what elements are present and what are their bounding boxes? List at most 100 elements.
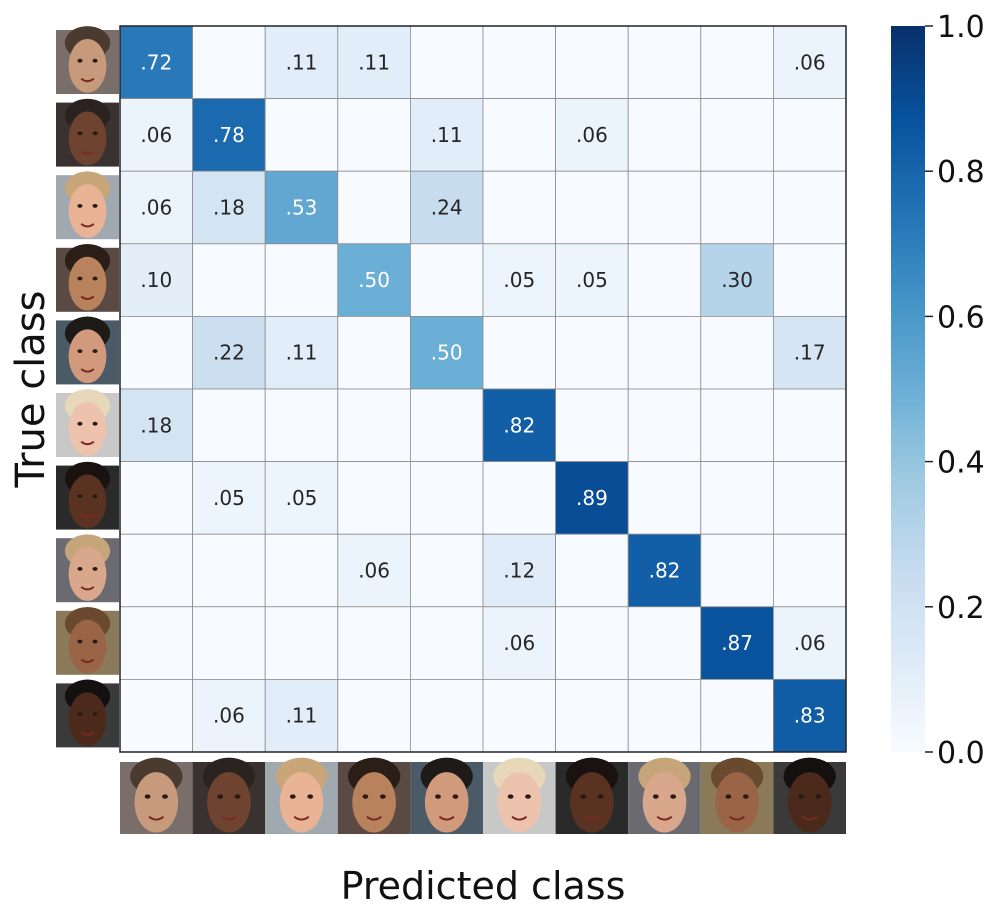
- heatmap-cell-r1-c5: [409, 25, 484, 99]
- cell-value-label: .06: [576, 123, 608, 147]
- cell-value-label: .72: [140, 50, 172, 74]
- cell-value-label: .82: [503, 413, 535, 437]
- heatmap-cell-r5-c4: [337, 315, 411, 390]
- colorbar-ticks: 0.0 0.2 0.4 0.6 0.8 1.0: [925, 10, 985, 771]
- heatmap-cell-r7-c9: [700, 461, 774, 535]
- heatmap-cell-r3-c9: [700, 170, 774, 245]
- heatmap-cell-r3-c8: [627, 170, 702, 245]
- heatmap-cell-r4-c9: [700, 243, 774, 317]
- cell-value-label: .83: [794, 704, 826, 728]
- heatmap-cell-r3-c5: [409, 170, 484, 245]
- heatmap-cell-r6-c2: [192, 388, 266, 462]
- heatmap-cell-r10-c1: [119, 679, 193, 753]
- heatmap-cell-r10-c4: [337, 679, 411, 753]
- cell-value-label: .11: [286, 50, 318, 74]
- cell-value-label: .50: [358, 268, 390, 292]
- heatmap-cell-r5-c6: [482, 315, 556, 390]
- cell-value-label: .82: [649, 559, 681, 583]
- colorbar-tick-label: 0.8: [937, 155, 985, 190]
- heatmap-cell-r2-c3: [264, 98, 339, 172]
- column-face-thumbnail-6: [483, 757, 556, 834]
- heatmap-cell-r9-c9: [700, 606, 774, 680]
- colorbar-tick-label: 0.6: [937, 300, 985, 335]
- heatmap-cell-r4-c10: [773, 243, 847, 317]
- cell-value-label: .05: [576, 268, 608, 292]
- colorbar-tick-label: 1.0: [937, 10, 985, 45]
- heatmap-cell-r8-c8: [627, 533, 702, 608]
- row-face-thumbnail-1: [56, 26, 119, 94]
- heatmap-cell-r1-c2: [192, 25, 266, 99]
- heatmap-cell-r2-c6: [482, 98, 556, 172]
- cell-value-label: .05: [213, 486, 245, 510]
- heatmap-cell-r2-c10: [773, 98, 847, 172]
- heatmap-cell-r4-c7: [555, 243, 629, 317]
- heatmap-cell-r6-c7: [555, 388, 629, 462]
- cell-value-label: .06: [794, 631, 826, 655]
- heatmap-cell-r6-c8: [627, 388, 702, 462]
- cell-value-label: .10: [140, 268, 172, 292]
- column-face-thumbnail-8: [628, 757, 701, 834]
- heatmap-cell-r9-c4: [337, 606, 411, 680]
- cell-value-label: .06: [794, 50, 826, 74]
- column-face-thumbnail-4: [337, 757, 411, 834]
- column-face-thumbnail-10: [773, 757, 846, 834]
- heatmap-cell-r2-c9: [700, 98, 774, 172]
- cell-value-label: .24: [431, 196, 463, 220]
- row-face-thumbnail-5: [56, 316, 119, 385]
- heatmap-cell-r7-c4: [337, 461, 411, 535]
- heatmap-cell-r2-c7: [555, 98, 629, 172]
- heatmap-cell-r3-c6: [482, 170, 556, 245]
- heatmap-cell-r2-c4: [337, 98, 411, 172]
- heatmap-cell-r10-c10: [773, 679, 847, 753]
- heatmap-cell-r6-c5: [409, 388, 484, 462]
- cell-value-label: .18: [140, 413, 172, 437]
- heatmap-cell-r9-c5: [409, 606, 484, 680]
- heatmap-cell-r1-c3: [264, 25, 339, 99]
- heatmap-cells: .72 .11 .11 .06 .06 .78 .11 .06 .06 .18 .53 .24 .10.…: [119, 25, 847, 753]
- heatmap-cell-r7-c8: [627, 461, 702, 535]
- row-face-thumbnail-7: [56, 461, 119, 530]
- heatmap-cell-r7-c3: [264, 461, 339, 535]
- heatmap-cell-r6-c1: [119, 388, 193, 462]
- heatmap-cell-r5-c8: [627, 315, 702, 390]
- heatmap-cell-r8-c6: [482, 533, 556, 608]
- heatmap-cell-r1-c7: [555, 25, 629, 99]
- heatmap-cell-r1-c9: [700, 25, 774, 99]
- heatmap-cell-r6-c9: [700, 388, 774, 462]
- heatmap-cell-r8-c7: [555, 533, 629, 608]
- heatmap-cell-r4-c8: [627, 243, 702, 317]
- row-face-thumbnail-4: [56, 243, 119, 312]
- heatmap-cell-r9-c3: [264, 606, 339, 680]
- cell-value-label: .11: [431, 123, 463, 147]
- colorbar-tick-label: 0.4: [937, 446, 985, 481]
- cell-value-label: .78: [213, 123, 245, 147]
- y-axis-label: True class: [8, 291, 54, 489]
- heatmap-cell-r3-c7: [555, 170, 629, 245]
- cell-value-label: .12: [503, 559, 535, 583]
- row-face-thumbnails: [56, 26, 119, 748]
- column-face-thumbnail-7: [555, 757, 629, 834]
- heatmap-cell-r10-c5: [409, 679, 484, 753]
- heatmap-cell-r5-c3: [264, 315, 339, 390]
- column-face-thumbnail-1: [120, 757, 193, 834]
- heatmap-cell-r5-c5: [409, 315, 484, 390]
- heatmap-cell-r4-c3: [264, 243, 339, 317]
- cell-value-label: .05: [286, 486, 318, 510]
- heatmap-cell-r6-c6: [482, 388, 556, 462]
- heatmap-cell-r9-c2: [192, 606, 266, 680]
- heatmap-cell-r5-c10: [773, 315, 847, 390]
- heatmap-cell-r8-c2: [192, 533, 266, 608]
- heatmap-cell-r7-c1: [119, 461, 193, 535]
- cell-value-label: .06: [213, 704, 245, 728]
- column-face-thumbnails: [120, 757, 846, 834]
- heatmap-cell-r3-c10: [773, 170, 847, 245]
- heatmap-cell-r6-c3: [264, 388, 339, 462]
- cell-value-label: .06: [140, 196, 172, 220]
- column-face-thumbnail-5: [410, 757, 483, 834]
- heatmap-cell-r8-c1: [119, 533, 193, 608]
- heatmap-cell-r10-c6: [482, 679, 556, 753]
- heatmap-cell-r1-c10: [773, 25, 847, 99]
- heatmap-cell-r10-c8: [627, 679, 702, 753]
